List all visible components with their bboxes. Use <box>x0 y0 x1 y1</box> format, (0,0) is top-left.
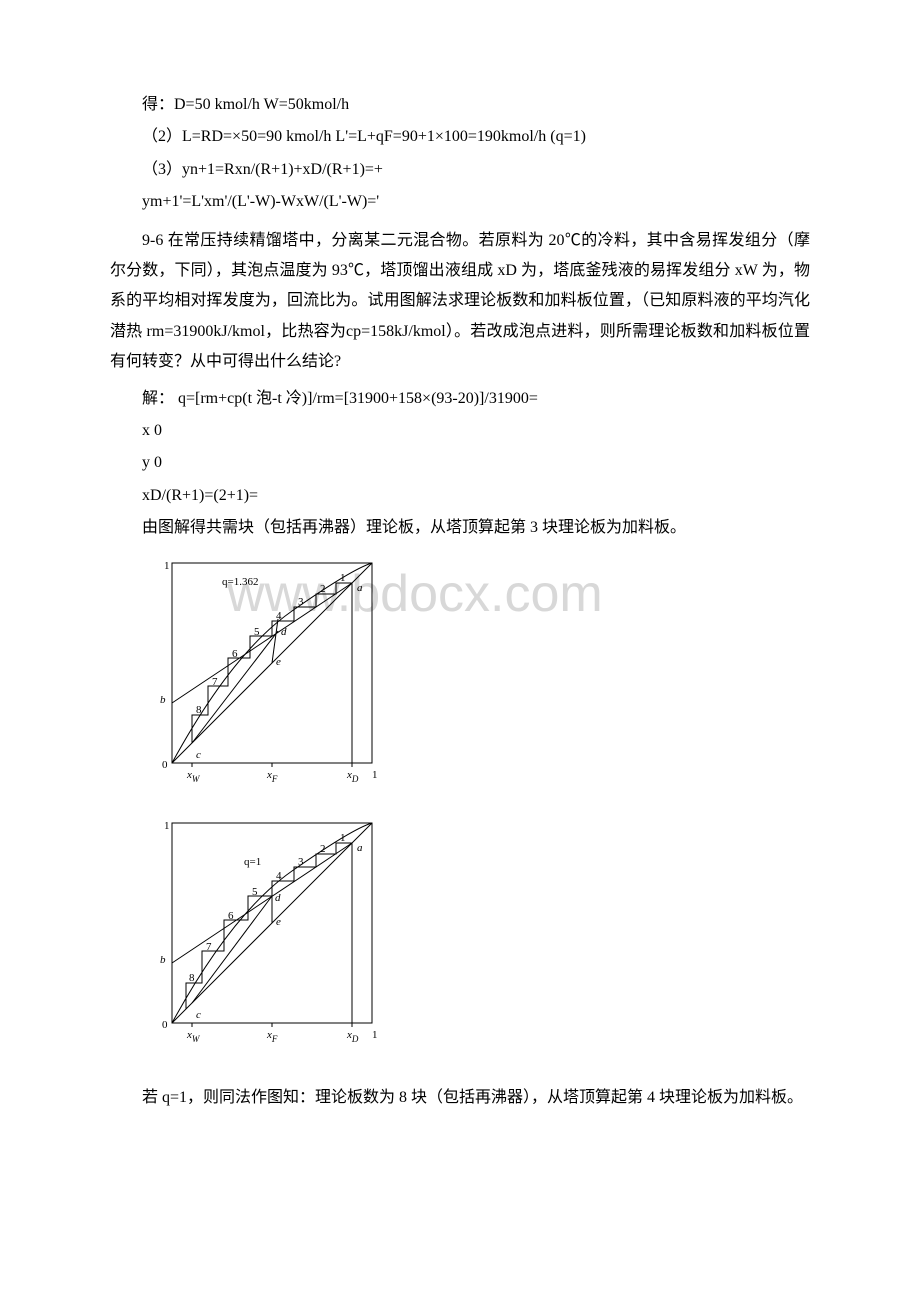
text-line-1: 得：D=50 kmol/h W=50kmol/h <box>110 90 810 120</box>
svg-text:xF: xF <box>266 769 278 784</box>
svg-text:e: e <box>276 656 281 668</box>
svg-text:2: 2 <box>320 583 326 595</box>
svg-text:7: 7 <box>206 941 212 953</box>
svg-text:b: b <box>160 954 166 966</box>
svg-text:1: 1 <box>340 832 346 844</box>
svg-text:3: 3 <box>298 856 304 868</box>
svg-text:3: 3 <box>298 596 304 608</box>
text-line-3: （3）yn+1=Rxn/(R+1)+xD/(R+1)=+ <box>110 155 810 185</box>
svg-text:1: 1 <box>164 560 170 572</box>
solution-line-2: x 0 <box>110 416 810 446</box>
conclusion-text: 若 q=1，则同法作图知：理论板数为 8 块（包括再沸器），从塔顶算起第 4 块… <box>110 1083 810 1113</box>
svg-text:6: 6 <box>228 910 234 922</box>
svg-text:e: e <box>276 916 281 928</box>
svg-text:q=1: q=1 <box>244 856 261 868</box>
svg-text:b: b <box>160 694 166 706</box>
svg-text:4: 4 <box>276 870 282 882</box>
svg-text:d: d <box>281 626 287 638</box>
solution-line-3: y 0 <box>110 448 810 478</box>
svg-text:0: 0 <box>162 1019 168 1031</box>
svg-text:8: 8 <box>189 972 195 984</box>
diagram-container-1: www.bdocx.com q=1.362 a b c d e <box>142 553 810 1073</box>
svg-text:1: 1 <box>372 1029 378 1041</box>
svg-text:5: 5 <box>254 626 260 638</box>
svg-text:4: 4 <box>276 610 282 622</box>
svg-text:7: 7 <box>212 676 218 688</box>
svg-text:xD: xD <box>346 1029 359 1044</box>
mccabe-diagram-1: q=1.362 a b c d e 1 2 3 4 5 6 7 8 0 1 xW… <box>142 553 392 813</box>
svg-text:xD: xD <box>346 769 359 784</box>
svg-text:5: 5 <box>252 886 258 898</box>
svg-text:xW: xW <box>186 769 201 784</box>
problem-text: 9-6 在常压持续精馏塔中，分离某二元混合物。若原料为 20℃的冷料，其中含易挥… <box>110 226 810 378</box>
svg-text:a: a <box>357 582 363 594</box>
text-line-2: （2）L=RD=×50=90 kmol/h L'=L+qF=90+1×100=1… <box>110 122 810 152</box>
svg-text:q=1.362: q=1.362 <box>222 576 258 588</box>
text-line-4: ym+1'=L'xm'/(L'-W)-WxW/(L'-W)=' <box>110 187 810 217</box>
svg-text:1: 1 <box>340 572 346 584</box>
svg-text:1: 1 <box>372 769 378 781</box>
solution-line-4: xD/(R+1)=(2+1)= <box>110 481 810 511</box>
svg-text:6: 6 <box>232 648 238 660</box>
svg-text:d: d <box>275 892 281 904</box>
svg-text:2: 2 <box>320 843 326 855</box>
mccabe-diagram-2: q=1 a b c d e 1 2 3 4 5 6 7 8 0 1 xW xF … <box>142 813 392 1073</box>
svg-text:1: 1 <box>164 820 170 832</box>
svg-text:c: c <box>196 749 201 761</box>
svg-text:0: 0 <box>162 759 168 771</box>
svg-text:c: c <box>196 1009 201 1021</box>
svg-text:xW: xW <box>186 1029 201 1044</box>
solution-line-1: 解： q=[rm+cp(t 泡-t 冷)]/rm=[31900+158×(93-… <box>110 384 810 414</box>
svg-text:a: a <box>357 842 363 854</box>
svg-text:8: 8 <box>196 704 202 716</box>
solution-line-5: 由图解得共需块（包括再沸器）理论板，从塔顶算起第 3 块理论板为加料板。 <box>110 513 810 543</box>
svg-text:xF: xF <box>266 1029 278 1044</box>
